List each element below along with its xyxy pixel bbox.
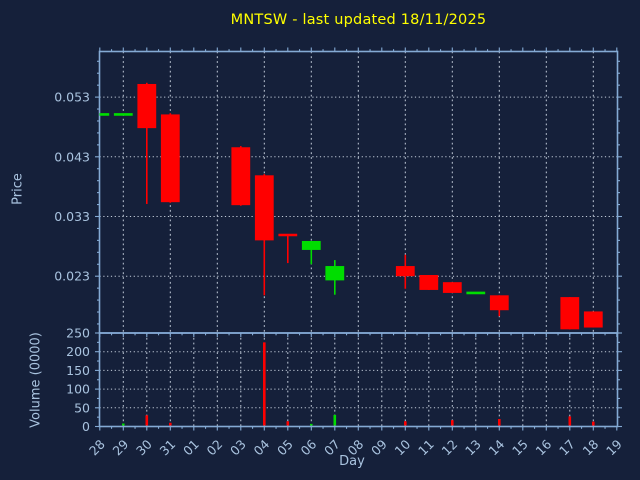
svg-text:14: 14 bbox=[486, 436, 508, 458]
svg-text:0.043: 0.043 bbox=[54, 149, 90, 164]
svg-text:11: 11 bbox=[415, 437, 437, 459]
candle-14 bbox=[489, 295, 509, 317]
svg-text:250: 250 bbox=[66, 326, 90, 341]
svg-text:12: 12 bbox=[439, 437, 461, 459]
svg-text:28: 28 bbox=[86, 436, 108, 458]
candle-06 bbox=[301, 240, 321, 265]
volume-bar-06 bbox=[310, 423, 313, 426]
svg-text:18: 18 bbox=[580, 436, 602, 458]
svg-text:02: 02 bbox=[204, 437, 226, 459]
svg-text:17: 17 bbox=[556, 437, 578, 459]
candle-10 bbox=[395, 254, 415, 289]
svg-text:05: 05 bbox=[274, 437, 296, 459]
svg-text:31: 31 bbox=[157, 437, 179, 459]
candle-18 bbox=[583, 311, 603, 328]
candles-group bbox=[99, 82, 603, 330]
svg-text:100: 100 bbox=[66, 382, 90, 397]
axis-ticks bbox=[95, 47, 622, 431]
volume-bar-07 bbox=[333, 414, 337, 426]
candle-31 bbox=[160, 113, 180, 203]
candle-30 bbox=[137, 82, 157, 204]
svg-text:15: 15 bbox=[509, 437, 531, 459]
gridlines bbox=[99, 51, 618, 427]
svg-text:01: 01 bbox=[180, 437, 202, 459]
volume-bar-18 bbox=[592, 421, 595, 426]
candle-11 bbox=[419, 275, 439, 290]
volume-bar-05 bbox=[286, 421, 290, 426]
volume-bar-31 bbox=[169, 422, 172, 426]
candle-04 bbox=[254, 174, 274, 296]
svg-text:03: 03 bbox=[227, 437, 249, 459]
svg-text:0: 0 bbox=[82, 419, 90, 434]
candle-03 bbox=[231, 146, 251, 206]
volume-axis-label: Volume (0000) bbox=[28, 332, 44, 428]
svg-text:29: 29 bbox=[110, 436, 132, 458]
volume-bar-14 bbox=[498, 419, 501, 426]
svg-text:0.053: 0.053 bbox=[54, 90, 90, 105]
volume-bar-29 bbox=[122, 423, 125, 426]
volume-bars-group bbox=[122, 342, 595, 426]
chart-title: MNTSW - last updated 18/11/2025 bbox=[230, 12, 487, 28]
svg-text:50: 50 bbox=[74, 400, 90, 415]
svg-text:19: 19 bbox=[603, 436, 625, 458]
candle-05 bbox=[278, 233, 298, 264]
volume-bar-30 bbox=[145, 415, 149, 426]
price-axis-label: Price bbox=[10, 173, 26, 205]
svg-text:0.033: 0.033 bbox=[54, 209, 90, 224]
volume-bar-12 bbox=[451, 420, 454, 426]
svg-text:13: 13 bbox=[462, 437, 484, 459]
svg-text:16: 16 bbox=[533, 436, 555, 458]
candle-07 bbox=[325, 260, 345, 295]
volume-bar-10 bbox=[404, 421, 407, 426]
svg-text:200: 200 bbox=[66, 344, 90, 359]
svg-text:30: 30 bbox=[133, 436, 155, 458]
svg-text:150: 150 bbox=[66, 363, 90, 378]
svg-text:0.023: 0.023 bbox=[54, 269, 90, 284]
candle-17 bbox=[560, 297, 580, 330]
volume-bar-04 bbox=[263, 342, 266, 426]
svg-text:04: 04 bbox=[251, 436, 273, 458]
volume-bar-17 bbox=[568, 416, 572, 426]
candle-12 bbox=[442, 282, 462, 293]
x-axis-label: Day bbox=[339, 454, 365, 469]
